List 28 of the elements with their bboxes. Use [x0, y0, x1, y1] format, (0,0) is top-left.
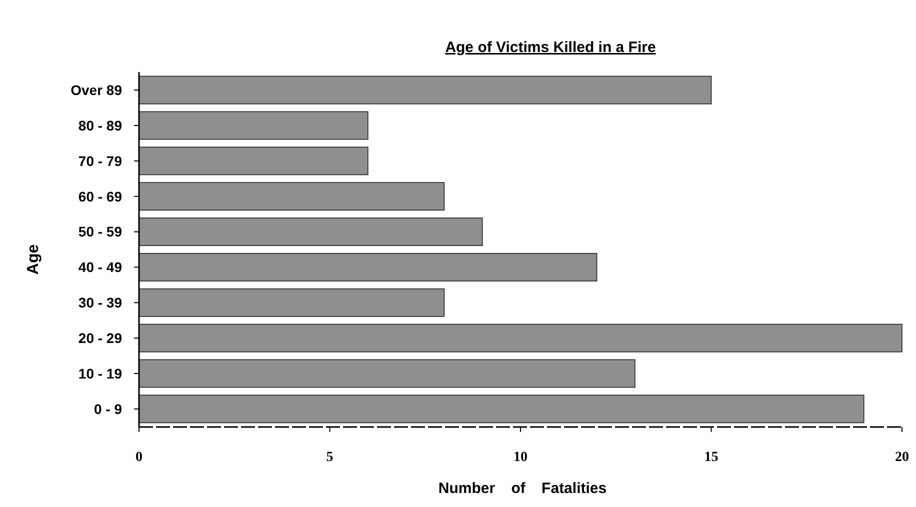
y-tick-label: 70 - 79 — [78, 152, 122, 169]
y-tick-label: 30 - 39 — [78, 294, 122, 311]
y-tick-label: 80 - 89 — [78, 117, 122, 134]
x-axis-title: Number of Fatalities — [438, 480, 607, 497]
x-tick-label: 15 — [704, 450, 718, 465]
chart-title: Age of Victims Killed in a Fire — [445, 39, 656, 56]
x-tick-label: 10 — [514, 450, 528, 465]
y-tick-label: 40 - 49 — [78, 259, 122, 276]
bar — [138, 394, 864, 424]
x-tick-label: 5 — [326, 450, 334, 465]
y-axis-title: Age — [25, 244, 42, 275]
y-tick-label: 50 - 59 — [78, 224, 122, 240]
y-tick-label: 10 - 19 — [78, 365, 122, 382]
bar — [138, 324, 902, 352]
y-tick-label: 0 - 9 — [94, 400, 122, 417]
bar — [138, 146, 368, 176]
y-tick-label: 20 - 29 — [78, 330, 122, 346]
bar — [138, 252, 598, 282]
bar — [138, 76, 712, 104]
bar — [138, 288, 445, 317]
bar — [138, 218, 483, 246]
x-tick-label: 20 — [895, 450, 909, 465]
bar — [138, 111, 368, 140]
bar — [138, 182, 445, 211]
y-tick-label: Over 89 — [70, 82, 122, 98]
bar — [138, 359, 636, 388]
x-tick-label: 0 — [136, 450, 142, 465]
y-tick-label: 60 - 69 — [78, 188, 122, 204]
